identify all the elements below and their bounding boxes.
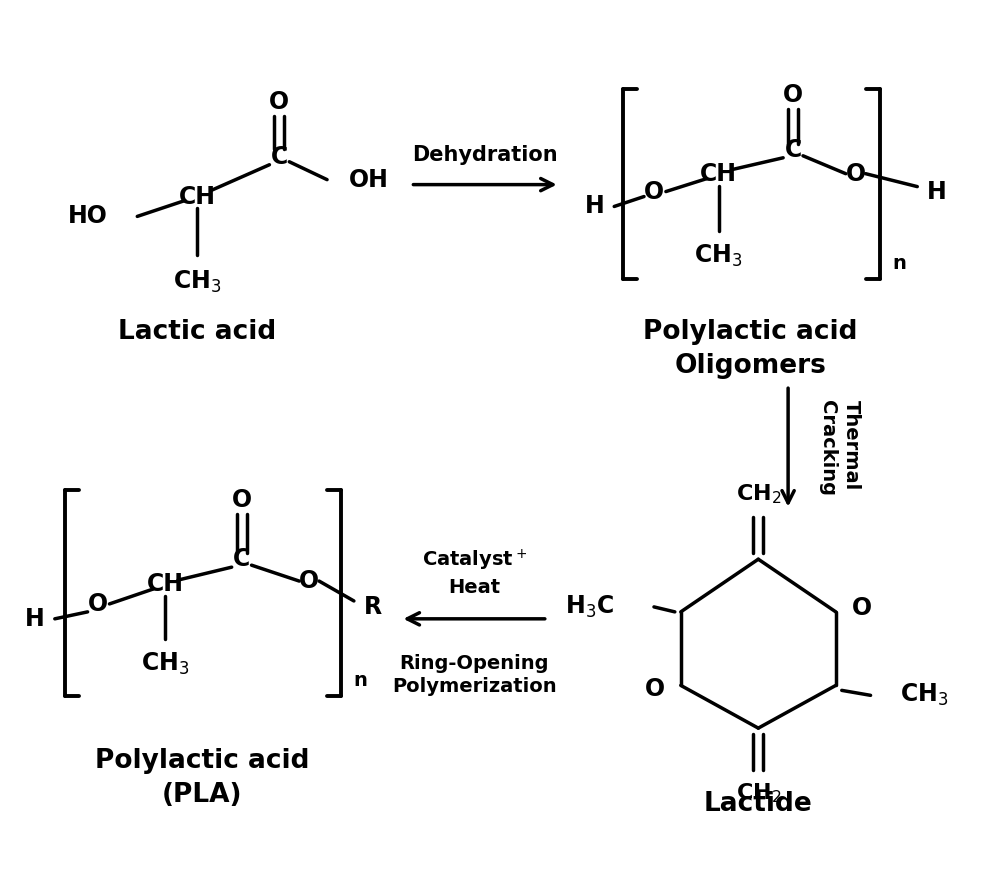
Text: CH$_3$: CH$_3$ (141, 651, 189, 677)
Text: CH$_3$: CH$_3$ (694, 243, 743, 269)
Text: CH$_2$: CH$_2$ (736, 482, 781, 506)
Text: CH: CH (178, 185, 216, 208)
Text: O: O (644, 180, 664, 203)
Text: O: O (88, 592, 107, 616)
Text: n: n (353, 671, 366, 691)
Text: O: O (269, 90, 290, 114)
Text: H$_3$C: H$_3$C (565, 594, 615, 620)
Text: O: O (783, 83, 803, 107)
Text: HO: HO (68, 204, 107, 228)
Text: O: O (645, 678, 665, 701)
Text: Catalyst$^+$
Heat: Catalyst$^+$ Heat (422, 548, 527, 597)
Text: CH$_2$: CH$_2$ (736, 782, 781, 806)
Text: R: R (363, 595, 382, 619)
Text: Lactide: Lactide (704, 791, 813, 817)
Text: C: C (784, 138, 802, 162)
Text: O: O (852, 596, 872, 620)
Text: Polylactic acid
(PLA): Polylactic acid (PLA) (95, 748, 309, 808)
Text: Lactic acid: Lactic acid (118, 319, 276, 344)
Text: Ring-Opening
Polymerization: Ring-Opening Polymerization (392, 654, 557, 696)
Text: Dehydration: Dehydration (413, 145, 558, 165)
Text: n: n (892, 254, 906, 273)
Text: CH$_3$: CH$_3$ (172, 269, 222, 296)
Text: H: H (927, 180, 947, 203)
Text: C: C (271, 145, 288, 169)
Text: C: C (233, 548, 250, 571)
Text: O: O (231, 487, 252, 512)
Text: O: O (299, 569, 319, 593)
Text: Polylactic acid
Oligomers: Polylactic acid Oligomers (643, 319, 858, 378)
Text: H: H (26, 607, 45, 630)
Text: Thermal
Cracking: Thermal Cracking (818, 400, 861, 496)
Text: OH: OH (349, 167, 389, 192)
Text: CH: CH (147, 572, 183, 596)
Text: CH$_3$: CH$_3$ (900, 682, 949, 708)
Text: CH: CH (700, 161, 737, 186)
Text: H: H (584, 194, 604, 219)
Text: O: O (845, 161, 866, 186)
